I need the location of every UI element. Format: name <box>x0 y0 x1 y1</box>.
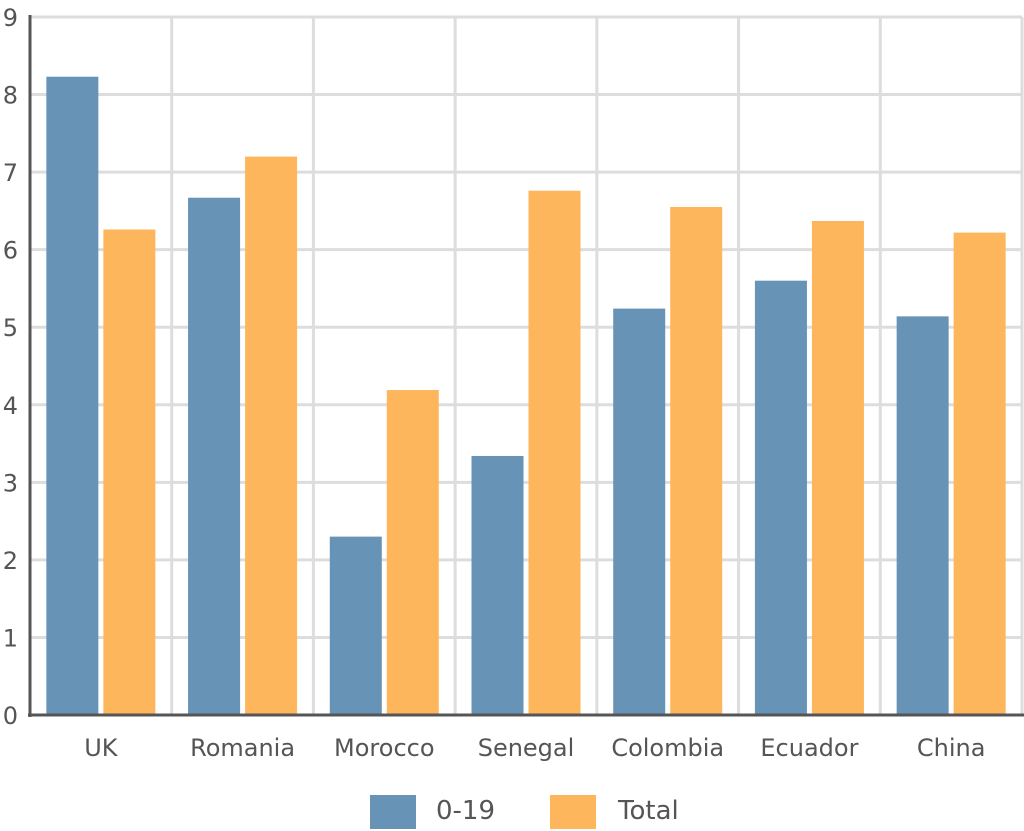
bar <box>329 536 382 715</box>
y-tick-label: 0 <box>3 702 18 730</box>
legend: 0-19 Total <box>370 795 679 829</box>
y-tick-label: 2 <box>3 547 18 575</box>
y-tick-label: 4 <box>3 392 18 420</box>
bar <box>188 197 241 715</box>
bar <box>754 280 807 715</box>
bar <box>896 316 949 715</box>
axes <box>28 15 1024 717</box>
grid-lines <box>30 15 1024 715</box>
x-tick-label: Ecuador <box>760 734 858 762</box>
x-tick-label: UK <box>84 734 119 762</box>
x-tick-label: Senegal <box>478 734 575 762</box>
bar <box>386 390 439 715</box>
bar <box>811 220 864 715</box>
x-tick-label: Morocco <box>334 734 435 762</box>
y-tick-label: 3 <box>3 469 18 497</box>
y-tick-label: 7 <box>3 159 18 187</box>
y-tick-label: 9 <box>3 4 18 32</box>
bar <box>613 308 666 715</box>
bars <box>46 76 1006 716</box>
y-tick-label: 8 <box>3 82 18 110</box>
bar <box>670 207 723 715</box>
bar <box>953 232 1006 716</box>
x-tick-labels: UK Romania Morocco Senegal Colombia Ecuador Ch… <box>84 734 985 762</box>
legend-label: 0-19 <box>436 796 495 826</box>
x-tick-label: China <box>917 734 986 762</box>
bar <box>528 190 581 716</box>
legend-swatch <box>550 795 596 829</box>
bar <box>46 76 99 716</box>
y-tick-label: 6 <box>3 237 18 265</box>
legend-swatch <box>370 795 416 829</box>
y-tick-label: 5 <box>3 314 18 342</box>
bar <box>471 455 524 715</box>
legend-label: Total <box>617 796 679 826</box>
bar <box>103 229 156 715</box>
y-tick-labels: 0 1 2 3 4 5 6 7 8 9 <box>3 4 18 730</box>
y-tick-label: 1 <box>3 624 18 652</box>
bar <box>245 156 298 716</box>
x-tick-label: Colombia <box>611 734 724 762</box>
x-tick-label: Romania <box>190 734 295 762</box>
